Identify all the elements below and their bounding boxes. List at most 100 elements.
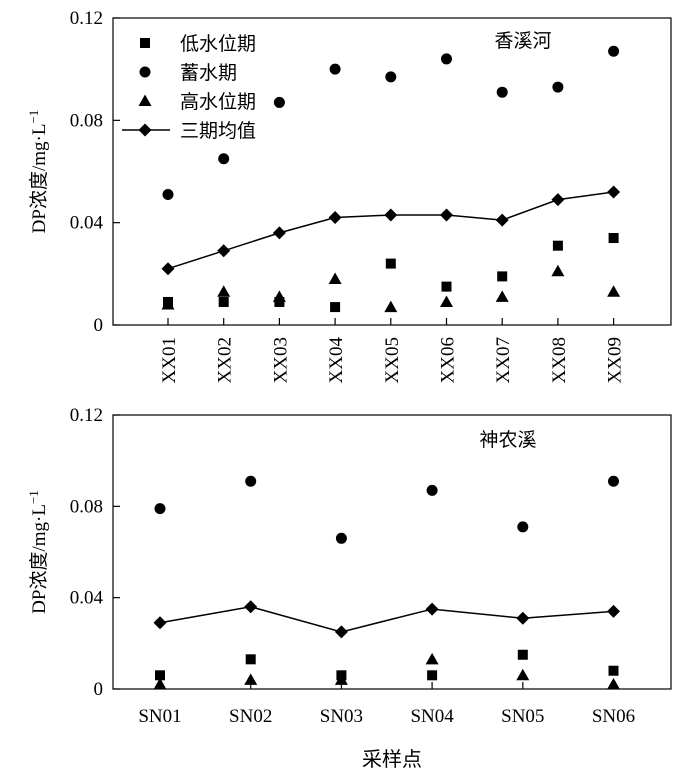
panel1-legend-label: 高水位期 (180, 91, 256, 113)
panel2-diamond-point (425, 602, 439, 616)
panel1-square-point (441, 281, 452, 292)
panel2-circle-point (154, 503, 166, 515)
panel1-square-point (497, 271, 508, 282)
panel1-x-tick-label: XX08 (549, 337, 570, 383)
panel1-circle-point (608, 45, 620, 57)
panel1-legend-triangle-marker (138, 94, 152, 106)
panel2-x-tick-label: SN06 (592, 706, 635, 727)
panel1-triangle-point (272, 290, 286, 302)
panel2-diamond-point (244, 600, 258, 614)
panel1-legend-circle-marker (139, 66, 151, 78)
panel1-legend-label: 蓄水期 (180, 62, 237, 84)
panel1-y-tick-label: 0 (94, 315, 104, 336)
panel1-series-diamond (161, 185, 621, 276)
panel2-y-tick-label: 0.04 (70, 588, 104, 609)
panel1-x-tick-label: XX07 (493, 337, 514, 383)
panel1-square-point (330, 302, 341, 313)
panel1-series-square (163, 233, 619, 313)
panel1-y-axis-label: DP浓度/mg·L−1 (26, 110, 50, 234)
panel1-y-tick-label: 0.08 (70, 110, 103, 131)
panel1-title: 香溪河 (494, 30, 551, 52)
panel1-circle-point (162, 189, 174, 201)
panel1-series-triangle (161, 264, 621, 313)
panel1-mean-line (167, 191, 614, 270)
panel2-triangle-point (334, 673, 348, 685)
panel1-legend-label: 低水位期 (180, 33, 256, 55)
panel1-diamond-point (495, 213, 509, 227)
panel1-diamond-point (551, 193, 565, 207)
panel1-circle-point (329, 63, 341, 75)
panel2-circle-point (517, 521, 529, 533)
panel2-diamond-point (516, 611, 530, 625)
panel2-diamond-point (334, 625, 348, 639)
chart-panel-2: 0 0.04 0.08 0.12 SN01 SN02 SN03 SN04 SN05 SN06 DP浓… (26, 405, 672, 771)
panel1-diamond-point (384, 208, 398, 222)
panel1-triangle-point (495, 290, 509, 302)
panel2-title: 神农溪 (479, 429, 536, 451)
panel1-y-tick-label: 0.12 (70, 8, 103, 29)
panel2-triangle-point (425, 652, 439, 665)
panel1-triangle-point (440, 295, 453, 307)
panel1-y-tick-label: 0.04 (70, 213, 104, 234)
panel1-square-point (218, 296, 229, 307)
panel1-legend-label: 三期均值 (180, 120, 256, 142)
panel1-square-point (552, 240, 563, 251)
panel1-x-tick-label: XX03 (270, 337, 291, 383)
panel2-x-tick-label: SN01 (138, 706, 181, 727)
panel2-series-square (155, 649, 619, 681)
panel1-x-tick-label: XX06 (438, 337, 459, 383)
panel2-square-point (427, 670, 438, 681)
panel2-square-point (608, 665, 619, 676)
panel1-triangle-point (607, 285, 621, 297)
panel1-triangle-point (384, 300, 398, 313)
panel2-x-axis-label: 采样点 (362, 748, 422, 771)
panel1-circle-point (552, 81, 564, 93)
panel2-series-circle (154, 475, 619, 544)
panel1-x-tick-label: XX04 (326, 337, 347, 384)
panel2-y-tick-label: 0.12 (70, 405, 103, 426)
panel1-legend-diamond-marker (138, 123, 152, 137)
panel1-circle-point (441, 53, 452, 65)
panel1-circle-point (496, 86, 508, 98)
panel2-triangle-point (244, 673, 258, 685)
panel2-circle-point (245, 475, 257, 487)
panel2-triangle-point (607, 677, 620, 690)
panel2-series-triangle (153, 652, 620, 690)
panel1-diamond-point (217, 244, 231, 258)
panel2-triangle-point (516, 668, 530, 681)
panel1-circle-point (385, 71, 397, 83)
panel1-x-tick-label: XX01 (159, 337, 180, 383)
panel1-diamond-point (440, 208, 453, 222)
panel1-triangle-point (217, 285, 231, 297)
panel1-legend-square-marker (140, 38, 150, 48)
panel2-circle-point (426, 484, 438, 496)
panel2-mean-line (159, 606, 614, 633)
panel2-circle-point (608, 475, 619, 487)
panel1-x-tick-label: XX02 (215, 337, 236, 383)
panel2-series-diamond (153, 600, 620, 639)
panel2-square-point (245, 654, 256, 665)
panel1-series-circle (162, 45, 620, 201)
panel1-square-point (608, 233, 619, 244)
panel2-x-tick-label: SN02 (229, 706, 272, 727)
panel2-x-tick-label: SN03 (320, 706, 363, 727)
panel2-plot-frame (112, 414, 672, 690)
panel2-x-tick-label: SN04 (410, 706, 454, 727)
panel1-plot-frame (112, 17, 672, 326)
panel1-triangle-point (161, 298, 175, 310)
panel2-circle-point (335, 532, 347, 544)
panel2-x-tick-label: SN05 (501, 706, 544, 727)
chart-panel-1: 0 0.04 0.08 0.12 XX01 XX02 XX03 XX04 XX05 XX06 XX0… (26, 8, 672, 384)
panel2-diamond-point (153, 616, 167, 630)
panel1-triangle-point (328, 272, 342, 284)
panel2-y-axis-label: DP浓度/mg·L−1 (26, 490, 50, 614)
panel1-circle-point (273, 96, 285, 108)
panel1-diamond-point (161, 262, 175, 276)
panel1-diamond-point (607, 185, 621, 199)
panel1-triangle-point (551, 264, 565, 277)
panel2-triangle-point (153, 677, 167, 690)
panel1-x-tick-label: XX05 (382, 337, 403, 383)
panel1-square-point (385, 258, 396, 269)
panel2-y-tick-label: 0 (94, 679, 104, 700)
